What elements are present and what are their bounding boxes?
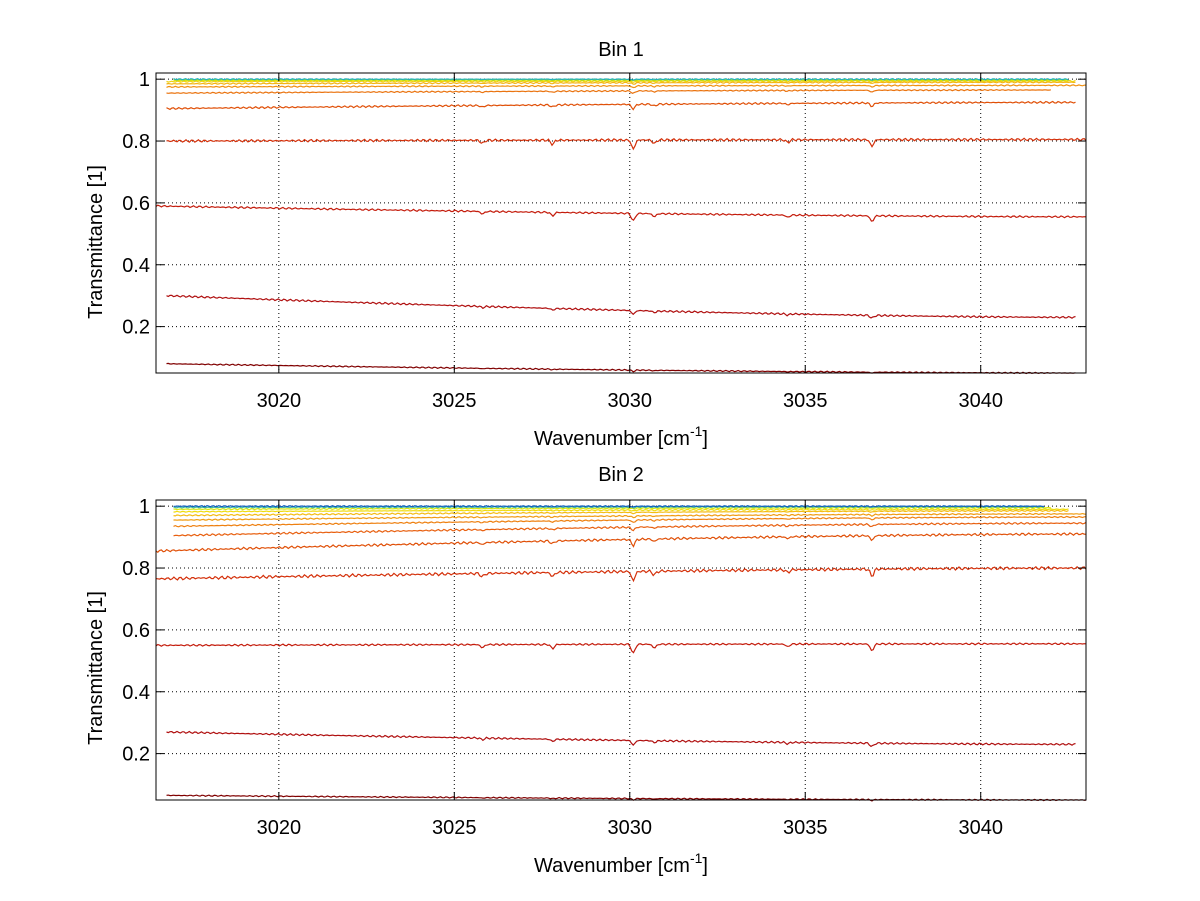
chart-title: Bin 2 <box>598 464 644 486</box>
series-line <box>166 88 1052 95</box>
chart-panel-bin-1: Bin 1 3020 3025 3030 3035 30400.20.40.60.81 … <box>85 39 1087 450</box>
series-group <box>155 504 1087 802</box>
x-tick-label: 3020 <box>257 817 302 839</box>
x-tick-label: 3035 <box>783 390 828 412</box>
x-axis-label-superscript: -1 <box>690 423 703 439</box>
y-tick-label: 0.2 <box>122 317 150 339</box>
series-line <box>155 642 1087 654</box>
series-line <box>173 512 1087 521</box>
series-line <box>166 730 1076 748</box>
y-tick-label: 0.8 <box>122 131 150 153</box>
chart-title: Bin 1 <box>598 39 644 61</box>
x-axis-label-text: Wavenumber [cm <box>534 855 690 877</box>
x-tick-label: 3035 <box>783 817 828 839</box>
series-line <box>155 532 1087 553</box>
y-axis-label: Transmittance [1] <box>85 165 107 319</box>
chart-panel-bin-2: Bin 2 3020 3025 3030 3035 30400.20.40.60.81 … <box>85 464 1087 877</box>
tick-marks: 3020 3025 3030 3035 3040 0.2 0.4 0.6 0.8 1 <box>122 69 1086 412</box>
series-line <box>166 81 1076 85</box>
y-tick-label: 1 <box>139 496 150 518</box>
x-tick-label: 3025 <box>432 817 477 839</box>
series-line <box>166 84 1087 89</box>
x-tick-label: 3040 <box>958 817 1003 839</box>
y-axis-label: Transmittance [1] <box>85 591 107 745</box>
y-tick-label: 0.6 <box>122 193 150 215</box>
x-axis-label: Wavenumber [cm-1] <box>534 423 708 450</box>
x-axis-label-suffix: ] <box>702 855 708 877</box>
y-tick-label: 0.6 <box>122 620 150 642</box>
series-group <box>155 77 1087 375</box>
tick-marks: 3020 3025 3030 3035 3040 0.2 0.4 0.6 0.8 1 <box>122 496 1086 839</box>
series-line <box>173 509 1069 517</box>
series-line <box>155 565 1087 583</box>
series-line <box>166 100 1076 111</box>
series-line <box>166 294 1076 319</box>
series-line <box>155 204 1087 222</box>
series-line <box>173 508 1069 513</box>
y-tick-label: 0.8 <box>122 558 150 580</box>
series-line <box>173 515 1087 528</box>
x-tick-label: 3030 <box>608 390 653 412</box>
x-axis-label: Wavenumber [cm-1] <box>534 850 708 877</box>
series-line <box>173 521 1087 537</box>
x-tick-label: 3030 <box>608 817 653 839</box>
series-line <box>173 77 1069 81</box>
series-line <box>166 79 1076 83</box>
x-tick-label: 3025 <box>432 390 477 412</box>
x-tick-label: 3040 <box>958 390 1003 412</box>
axes-frame <box>155 499 1087 801</box>
x-axis-label-superscript: -1 <box>690 850 703 866</box>
series-line <box>166 137 1087 151</box>
x-axis-label-suffix: ] <box>702 428 708 450</box>
y-tick-label: 0.2 <box>122 744 150 766</box>
x-axis-label-text: Wavenumber [cm <box>534 428 690 450</box>
x-tick-label: 3020 <box>257 390 302 412</box>
series-line <box>173 506 1051 511</box>
y-tick-label: 0.4 <box>122 682 150 704</box>
series-line <box>173 504 1044 508</box>
axes-frame <box>155 72 1087 374</box>
y-tick-label: 0.4 <box>122 255 150 277</box>
y-tick-label: 1 <box>139 69 150 91</box>
